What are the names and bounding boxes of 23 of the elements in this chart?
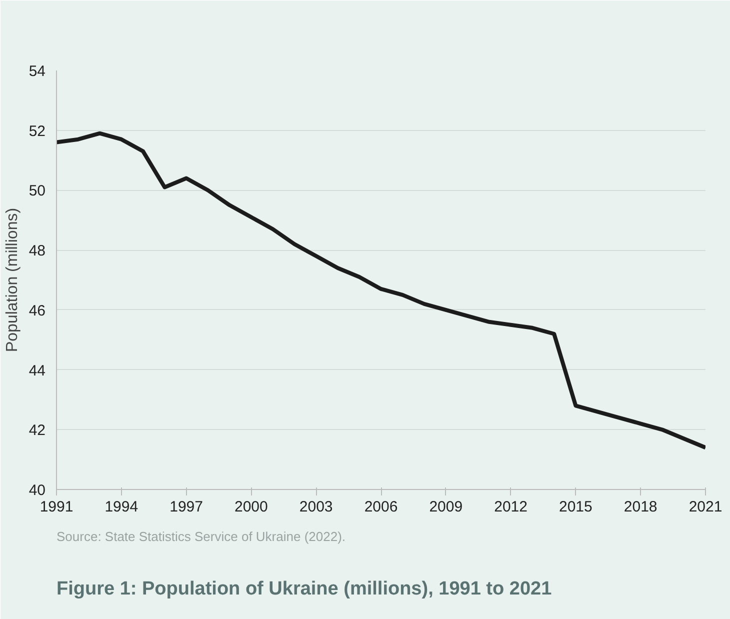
x-tick-label: 1997 (170, 498, 203, 516)
y-tick-label: 44 (28, 362, 46, 380)
x-tick-label: 2000 (234, 498, 268, 516)
y-tick-label: 40 (28, 482, 46, 499)
line-series (56, 131, 706, 450)
y-tick-label: 42 (28, 422, 46, 440)
y-tick-label: 48 (28, 242, 46, 260)
y-tick-label: 50 (28, 182, 46, 200)
y-tick-label: 52 (28, 122, 46, 140)
x-tick-label: 2012 (494, 498, 528, 516)
y-axis-title: Population (millions) (4, 208, 21, 352)
x-tick-label: 2015 (559, 498, 592, 516)
y-tick-label: 54 (28, 63, 46, 80)
x-tick-label: 1991 (40, 498, 74, 516)
y-tick-label: 46 (28, 302, 46, 320)
text: Figure 1: Population of Ukraine (millions), 1991 to 2021 (56, 578, 552, 600)
x-tick-label: 2021 (688, 498, 722, 516)
x-tick-label: 2006 (364, 498, 398, 516)
x-tick-label: 2003 (299, 498, 333, 516)
x-tick-label: 2009 (429, 498, 463, 516)
x-tick-label: 1994 (104, 498, 138, 516)
source-note: Source: State Statistics Service of Ukraine (2022). (56, 529, 346, 544)
x-tick-label: 2018 (624, 498, 658, 516)
